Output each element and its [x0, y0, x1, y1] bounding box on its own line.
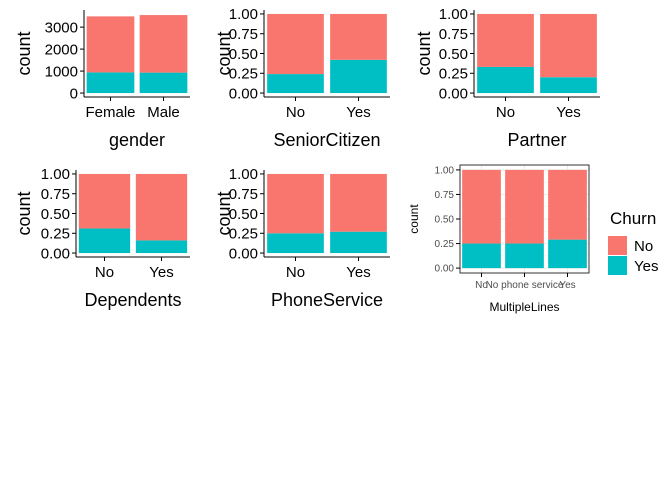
y-axis-title: count — [14, 191, 34, 235]
legend-title: Churn — [610, 209, 656, 228]
y-tick-label: 0.75 — [439, 26, 468, 43]
y-tick-label: 0.25 — [229, 66, 258, 83]
y-tick-label: 1.00 — [229, 6, 258, 23]
bar-yes-No — [477, 66, 534, 94]
x-tick-label: Yes — [149, 264, 173, 281]
bar-yes-Yes — [330, 231, 387, 254]
y-axis-title: count — [214, 31, 234, 75]
y-tick-label: 0.25 — [435, 239, 455, 250]
y-tick-label: 1.00 — [229, 166, 258, 183]
y-tick-label: 0.75 — [435, 190, 455, 201]
y-tick-label: 0.75 — [229, 26, 258, 43]
y-tick-label: 0.00 — [229, 85, 258, 102]
bar-no-Female — [86, 16, 135, 73]
x-tick-label: Yes — [556, 104, 580, 121]
x-axis-title: Dependents — [84, 290, 181, 310]
y-tick-label: 0.25 — [229, 226, 258, 243]
x-tick-label: Yes — [346, 264, 370, 281]
x-tick-label: No phone service — [486, 280, 564, 291]
y-tick-label: 0.50 — [41, 206, 70, 223]
legend-key-Yes — [608, 256, 627, 275]
bar-no-No — [477, 13, 534, 67]
legend-label-No: No — [634, 238, 653, 255]
y-tick-label: 1.00 — [435, 165, 455, 176]
x-axis-title: gender — [109, 130, 165, 150]
y-tick-label: 0 — [70, 85, 78, 102]
facet-SeniorCitizen: 0.00 0.25 0.50 0.75 1.00 No Yes SeniorCitizen co… — [214, 6, 390, 150]
y-tick-label: 0.25 — [439, 66, 468, 83]
facet-gender: 0 1000 2000 3000 Female Male gender count — [14, 10, 190, 150]
bar-yes-No — [462, 243, 501, 269]
y-tick-label: 0.50 — [435, 215, 455, 226]
bar-yes-No — [267, 74, 324, 94]
bar-yes-Yes — [548, 239, 587, 269]
bar-yes-Female — [86, 72, 135, 94]
bar-no-No — [462, 169, 501, 244]
y-tick-label: 0.50 — [229, 206, 258, 223]
bar-no-Yes — [330, 173, 387, 232]
x-tick-label: No — [286, 264, 305, 281]
x-axis-title: PhoneService — [271, 290, 383, 310]
y-tick-label: 1000 — [45, 63, 78, 80]
y-tick-label: 0.00 — [439, 85, 468, 102]
x-axis-title: Partner — [507, 130, 566, 150]
y-tick-label: 0.75 — [41, 186, 70, 203]
legend-key-No — [608, 236, 627, 255]
legend-label-Yes: Yes — [634, 258, 658, 275]
bar-no-Male — [139, 15, 188, 73]
y-tick-label: 0.75 — [229, 186, 258, 203]
facet-Dependents: 0.00 0.25 0.50 0.75 1.00 No Yes Dependents count — [14, 166, 190, 310]
bar-yes-Yes — [540, 77, 597, 94]
bar-yes-Yes — [330, 59, 387, 94]
facet-PhoneService: 0.00 0.25 0.50 0.75 1.00 No Yes PhoneService cou… — [214, 166, 390, 310]
bar-yes-No — [267, 233, 324, 254]
x-tick-label: Female — [85, 104, 135, 121]
x-tick-label: No — [286, 104, 305, 121]
bar-yes-No phone service — [505, 243, 544, 269]
y-tick-label: 0.00 — [229, 245, 258, 262]
y-tick-label: 1.00 — [439, 6, 468, 23]
facet-Partner: 0.00 0.25 0.50 0.75 1.00 No Yes Partner count — [414, 6, 600, 150]
x-axis-title: MultipleLines — [489, 300, 559, 314]
y-tick-label: 0.25 — [41, 226, 70, 243]
y-tick-label: 0.50 — [229, 46, 258, 63]
x-tick-label: No — [496, 104, 515, 121]
bar-no-No — [267, 13, 324, 75]
bar-yes-No — [78, 228, 131, 254]
y-tick-label: 0.00 — [41, 245, 70, 262]
bar-no-Yes — [135, 173, 188, 241]
x-tick-label: Yes — [559, 280, 575, 291]
bar-no-Yes — [548, 169, 587, 240]
x-tick-label: No — [475, 280, 488, 291]
y-tick-label: 2000 — [45, 41, 78, 58]
legend: Churn No Yes — [608, 209, 658, 275]
x-tick-label: Male — [147, 104, 180, 121]
y-axis-title: count — [214, 191, 234, 235]
bar-no-No — [267, 173, 324, 234]
y-axis-title: count — [414, 31, 434, 75]
y-tick-label: 0.50 — [439, 46, 468, 63]
y-axis-title: count — [407, 204, 421, 234]
bar-yes-Male — [139, 72, 188, 94]
bar-yes-Yes — [135, 240, 188, 254]
bar-no-No phone service — [505, 169, 544, 244]
y-axis-title: count — [14, 31, 34, 75]
x-tick-label: No — [95, 264, 114, 281]
bar-no-Yes — [330, 13, 387, 60]
bar-no-Yes — [540, 13, 597, 78]
y-tick-label: 1.00 — [41, 166, 70, 183]
y-tick-label: 0.00 — [435, 264, 455, 275]
y-tick-label: 3000 — [45, 19, 78, 36]
bar-no-No — [78, 173, 131, 229]
x-axis-title: SeniorCitizen — [273, 130, 380, 150]
x-tick-label: Yes — [346, 104, 370, 121]
